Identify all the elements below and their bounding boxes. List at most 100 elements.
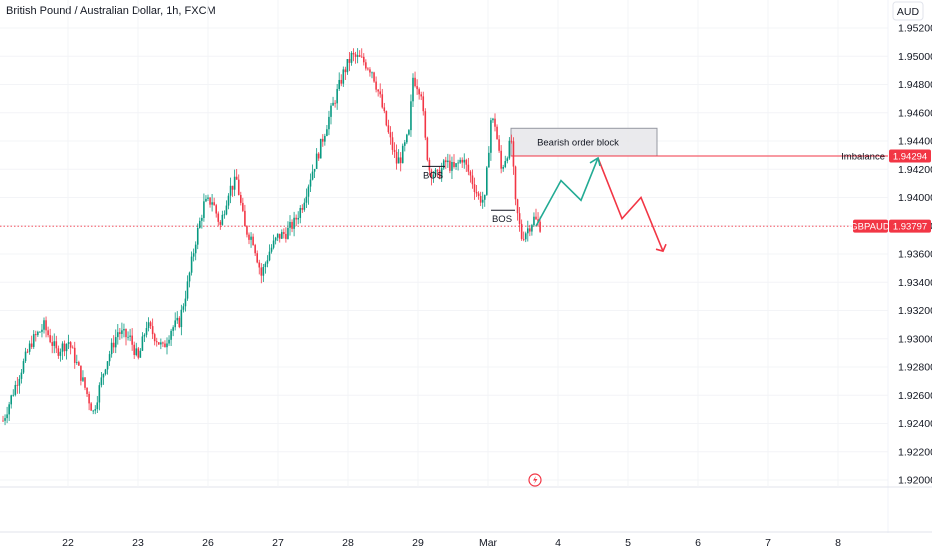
candle <box>203 193 205 222</box>
projection-down-path[interactable] <box>597 157 664 252</box>
candle <box>313 168 316 178</box>
candle <box>84 376 86 391</box>
candle <box>317 152 320 161</box>
candle <box>422 91 425 116</box>
candle <box>190 251 193 276</box>
candle <box>209 197 211 208</box>
candle <box>76 354 78 365</box>
candle <box>92 409 94 415</box>
candle <box>32 330 35 349</box>
candle <box>192 248 195 262</box>
imbalance-price-tag: 1.94294 <box>889 149 931 163</box>
candle <box>401 143 404 164</box>
candle <box>125 328 127 346</box>
candle <box>397 149 400 164</box>
x-tick-label: 22 <box>62 537 74 549</box>
candle <box>205 195 207 203</box>
candle <box>477 191 480 200</box>
candle <box>114 329 117 354</box>
candle <box>385 110 388 127</box>
candle <box>356 48 359 64</box>
x-tick-label: 27 <box>272 537 284 549</box>
candle <box>227 193 230 210</box>
candle <box>260 263 263 284</box>
projection-up-path[interactable] <box>535 157 599 227</box>
candle <box>514 165 517 206</box>
candle <box>137 346 140 360</box>
price-axis[interactable]: 1.95200 1.95000 1.94800 1.94600 1.94400 1.942… <box>0 23 932 487</box>
candle <box>287 221 289 240</box>
candle <box>459 157 461 164</box>
candle <box>104 368 107 376</box>
candle <box>213 197 215 206</box>
candle <box>367 67 369 71</box>
candle <box>139 348 142 358</box>
candle <box>326 125 328 137</box>
candle <box>383 102 386 114</box>
candle <box>512 137 515 175</box>
candle <box>2 415 4 422</box>
event-icon[interactable] <box>528 473 542 487</box>
candle <box>342 66 345 87</box>
candle <box>510 134 513 144</box>
candle <box>418 87 420 100</box>
candle <box>119 327 121 340</box>
candle <box>447 153 449 168</box>
candle <box>61 341 64 360</box>
candle <box>133 341 135 359</box>
candle <box>412 73 414 108</box>
y-tick-label: 1.94200 <box>898 164 932 176</box>
candle <box>266 255 269 268</box>
order-block-label: Bearish order block <box>537 138 619 149</box>
candle <box>86 387 88 398</box>
candle <box>49 328 51 344</box>
candle <box>264 261 267 274</box>
y-tick-label: 1.92400 <box>898 418 932 430</box>
candle <box>299 205 302 224</box>
candle <box>531 223 533 236</box>
candle <box>358 50 361 58</box>
candle <box>221 210 224 226</box>
candle <box>129 328 131 342</box>
candle <box>483 194 486 207</box>
candle <box>41 323 43 338</box>
candle <box>168 335 170 346</box>
currency-button[interactable]: AUD <box>892 1 924 21</box>
candle <box>240 191 242 206</box>
candle <box>51 335 53 354</box>
candle <box>176 311 179 324</box>
candle <box>18 375 21 394</box>
candle <box>67 334 70 349</box>
candle <box>305 188 308 208</box>
candle <box>453 154 455 169</box>
y-tick-label: 1.92000 <box>898 475 932 487</box>
candle <box>332 96 334 106</box>
bos-label: BOS <box>492 214 512 225</box>
x-tick-label: 4 <box>555 537 561 549</box>
candle <box>100 372 103 388</box>
candle <box>518 207 521 232</box>
candle <box>381 88 384 109</box>
candle <box>371 71 373 79</box>
candle <box>494 113 496 132</box>
candle <box>14 380 17 397</box>
candle <box>322 134 324 147</box>
candle <box>225 200 228 216</box>
candle <box>463 153 466 169</box>
candle <box>244 204 246 227</box>
candle <box>461 157 463 168</box>
candle <box>166 337 168 355</box>
symbol-label: GBPAUD <box>850 222 890 233</box>
candle <box>307 184 310 205</box>
candle <box>281 229 283 239</box>
candle <box>420 91 422 101</box>
candle <box>217 211 220 227</box>
time-axis[interactable]: 22 23 26 27 28 29 Mar 4 5 6 7 8 <box>62 0 841 549</box>
candle <box>262 263 265 282</box>
candle <box>256 250 258 264</box>
candle <box>301 204 304 213</box>
candle <box>223 210 226 219</box>
y-tick-label: 1.93200 <box>898 305 932 317</box>
bearish-order-block[interactable]: Bearish order block <box>510 127 658 157</box>
